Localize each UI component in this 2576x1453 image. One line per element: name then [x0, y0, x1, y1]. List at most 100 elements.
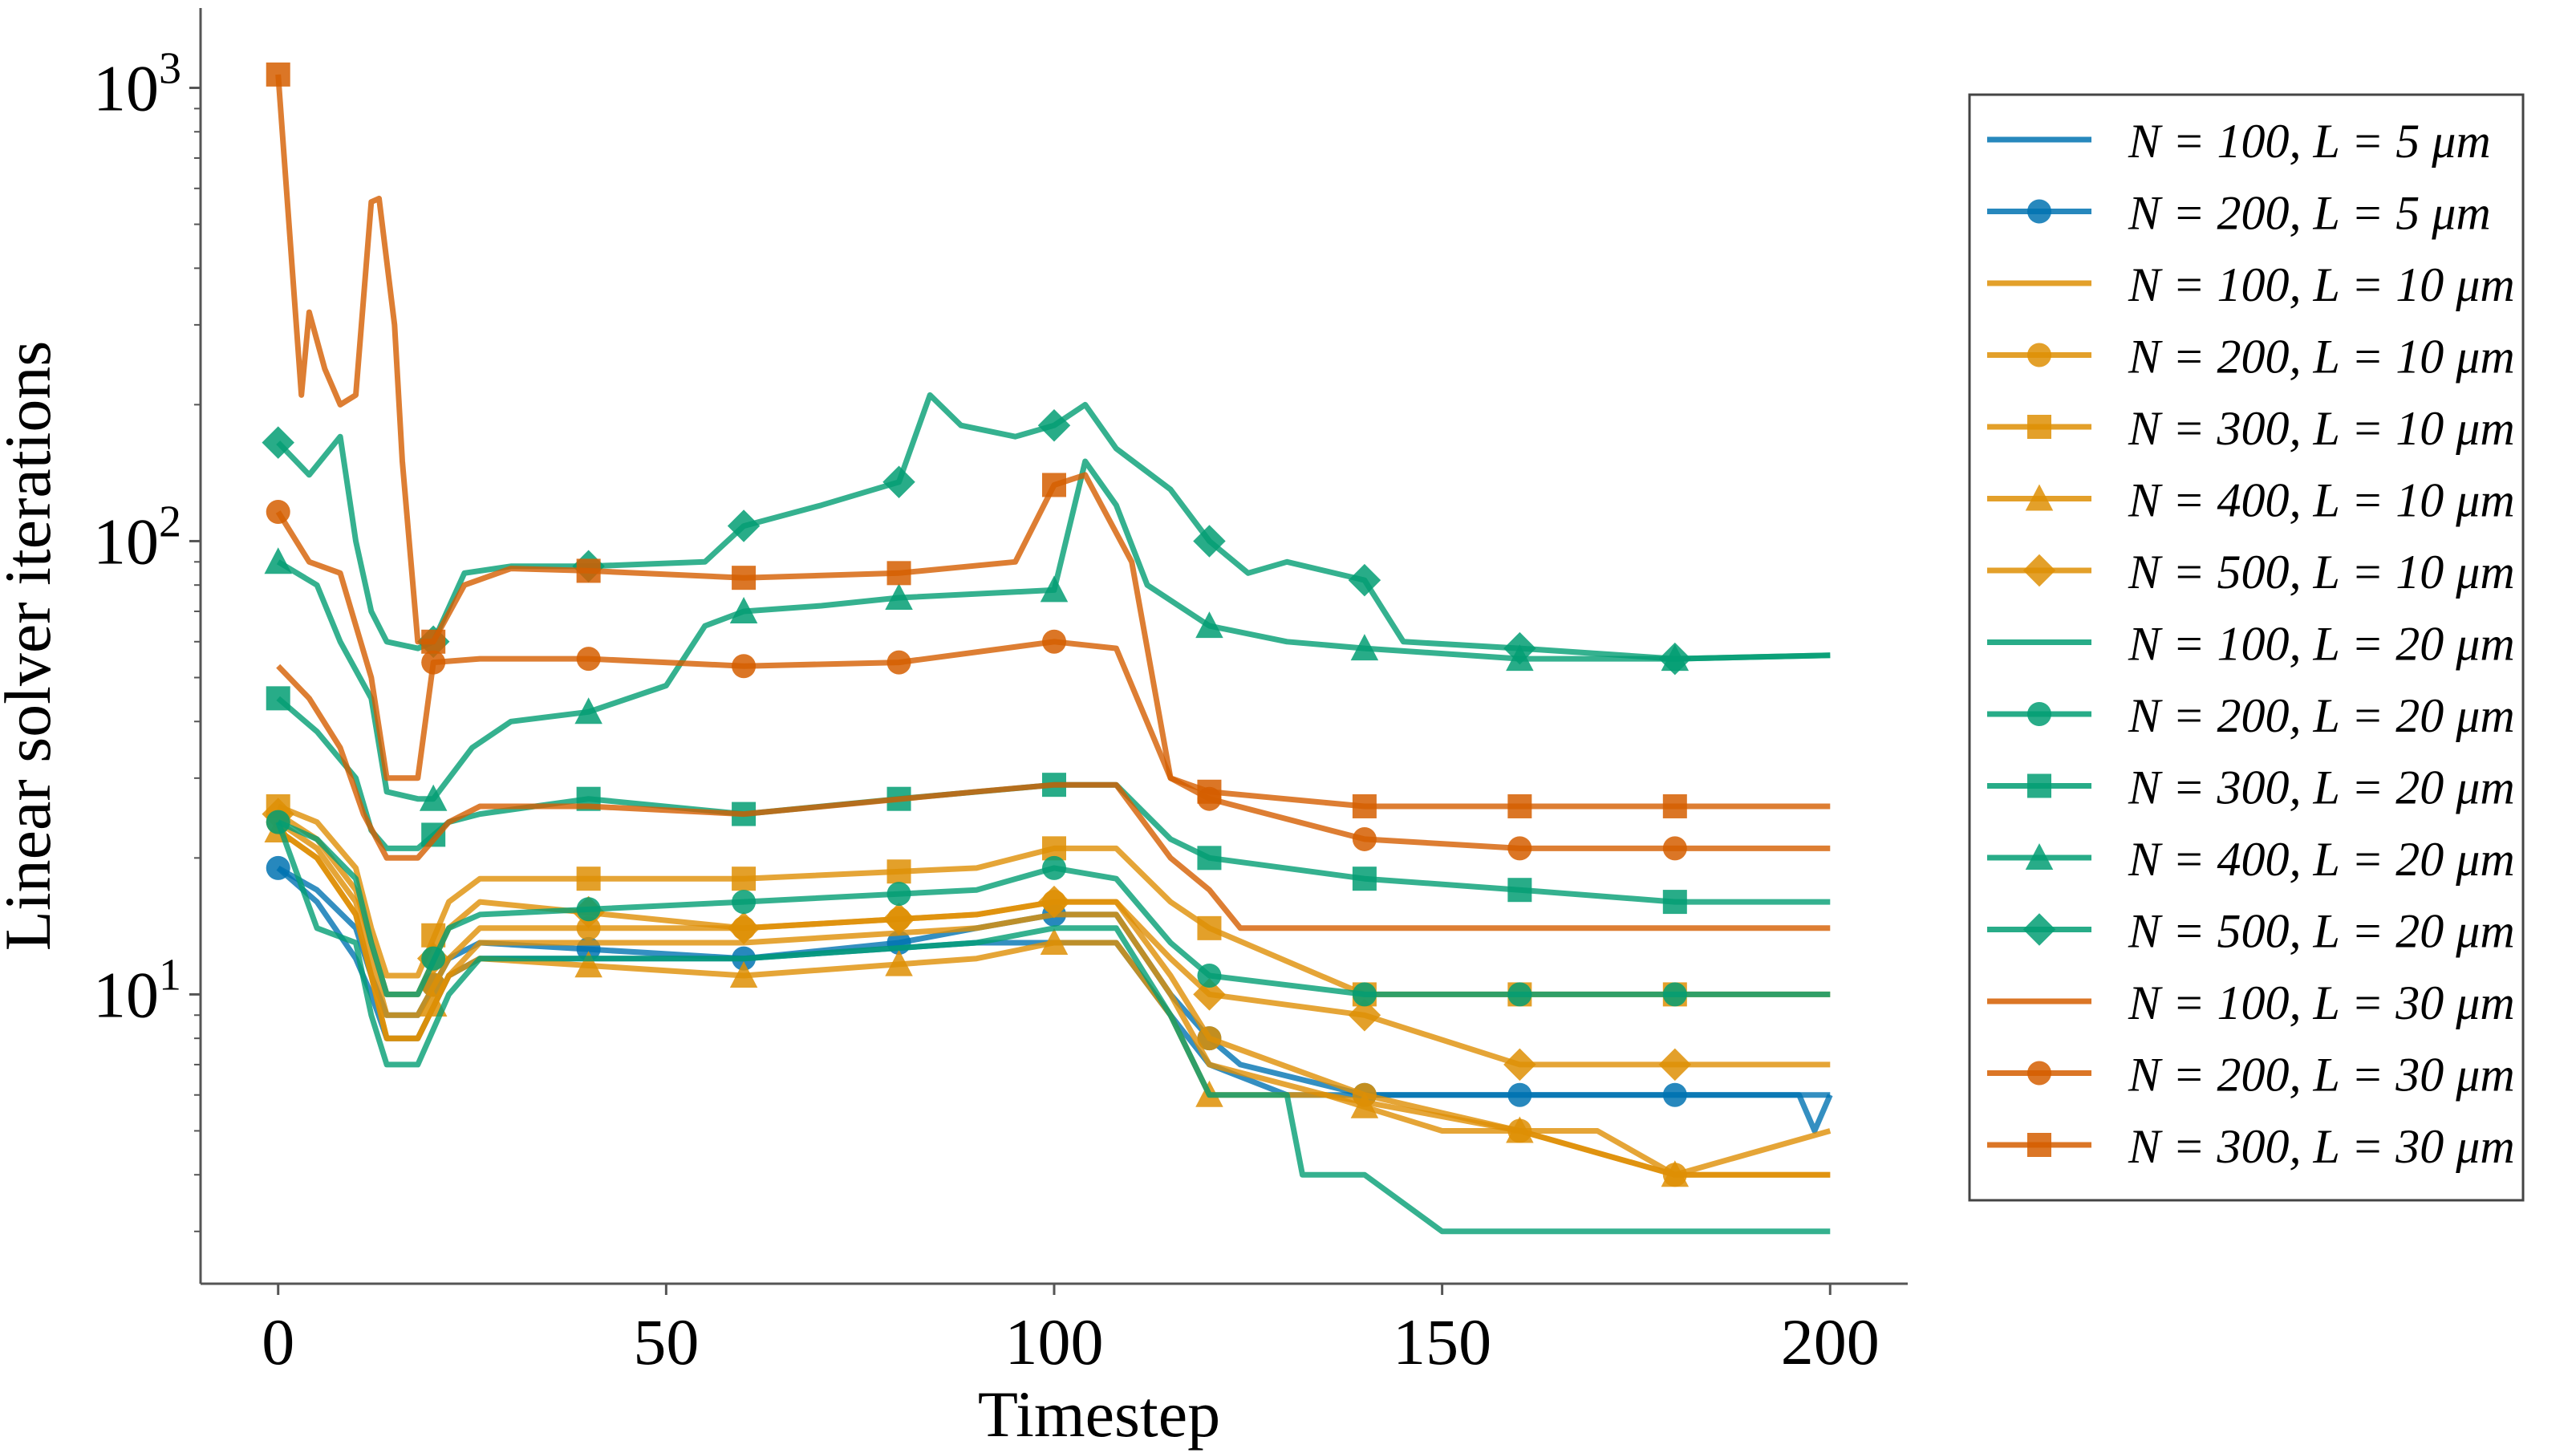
data-point [266, 810, 290, 834]
data-point [886, 650, 911, 675]
data-point [732, 867, 757, 891]
series-line [276, 392, 1831, 662]
x-tick-label: 100 [1005, 1305, 1104, 1378]
legend-item: N = 200, L = 10 μm [1987, 331, 2515, 384]
data-point [882, 903, 915, 936]
data-point [2027, 343, 2051, 367]
legend-label: N = 300, L = 10 μm [2128, 402, 2515, 455]
data-point [1042, 629, 1066, 654]
x-tick-label: 200 [1781, 1305, 1880, 1378]
legend-item: N = 200, L = 30 μm [1987, 1049, 2515, 1102]
data-point [1197, 846, 1222, 871]
series-line [277, 819, 1831, 997]
data-point [1661, 1160, 1690, 1187]
data-point [1352, 826, 1377, 851]
data-point [421, 629, 446, 654]
series-group [266, 500, 1831, 861]
series-group [276, 664, 1831, 931]
legend-item: N = 300, L = 20 μm [1987, 761, 2515, 814]
data-point [1503, 631, 1536, 665]
data-point [2027, 199, 2051, 224]
y-tick-label: 102 [93, 497, 181, 578]
data-point [576, 897, 601, 922]
data-point [1658, 1048, 1692, 1082]
legend-item: N = 200, L = 5 μm [1987, 187, 2491, 240]
legend-item: N = 100, L = 20 μm [1987, 618, 2515, 671]
data-point [1195, 611, 1223, 639]
data-point [1193, 525, 1226, 558]
data-point [1662, 793, 1687, 818]
data-point [2022, 554, 2056, 587]
data-point [1193, 978, 1226, 1011]
series-line [276, 664, 1831, 931]
data-point [1658, 642, 1692, 676]
data-point [1042, 855, 1066, 880]
data-point [421, 650, 446, 675]
legend-label: N = 400, L = 10 μm [2128, 474, 2515, 527]
data-point [574, 951, 602, 978]
legend-item: N = 500, L = 10 μm [1987, 546, 2515, 599]
data-point [266, 855, 290, 880]
x-tick-label: 150 [1393, 1305, 1491, 1378]
data-point [2027, 1133, 2051, 1157]
data-point [1040, 928, 1069, 956]
data-point [2027, 1061, 2051, 1086]
legend-label: N = 100, L = 10 μm [2128, 258, 2515, 311]
data-point [1197, 1026, 1222, 1051]
data-point [1352, 982, 1377, 1007]
data-point [2027, 415, 2051, 439]
data-point [419, 784, 448, 811]
data-point [1507, 878, 1532, 903]
series-group [266, 62, 1831, 818]
data-point [1352, 793, 1377, 818]
legend-label: N = 200, L = 10 μm [2128, 331, 2515, 384]
data-point [1506, 1116, 1534, 1143]
data-point [266, 686, 290, 711]
data-point [1348, 563, 1381, 597]
data-point [1662, 836, 1687, 861]
legend-label: N = 200, L = 20 μm [2128, 689, 2515, 742]
legend-item: N = 500, L = 20 μm [1987, 905, 2515, 958]
data-point [1197, 915, 1222, 940]
data-point [1037, 408, 1071, 442]
data-point [885, 583, 913, 611]
data-point [885, 949, 913, 976]
data-point [266, 62, 290, 87]
data-point [1507, 982, 1532, 1007]
data-point [729, 596, 758, 623]
data-point [576, 867, 601, 891]
data-point [2025, 843, 2054, 870]
data-point [882, 465, 915, 499]
data-point [1042, 473, 1066, 497]
legend-label: N = 200, L = 30 μm [2128, 1049, 2515, 1102]
series-line [275, 74, 1831, 810]
axes [189, 8, 1908, 1295]
data-point [1197, 964, 1222, 988]
legend-label: N = 300, L = 30 μm [2128, 1120, 2515, 1173]
legend-label: N = 100, L = 5 μm [2128, 115, 2491, 168]
data-point [727, 509, 761, 542]
data-point [574, 697, 602, 724]
series-group [266, 810, 1831, 1007]
y-tick-label: 101 [93, 950, 181, 1031]
legend-item: N = 100, L = 10 μm [1987, 258, 2515, 311]
series-group [275, 821, 1831, 1235]
legend-label: N = 100, L = 20 μm [2128, 618, 2515, 671]
legend: N = 100, L = 5 μm N = 200, L = 5 μm N = 10… [1968, 93, 2525, 1202]
series-line [275, 510, 1831, 851]
legend-label: N = 200, L = 5 μm [2128, 187, 2491, 240]
data-point [1507, 836, 1532, 861]
x-tick-label: 50 [633, 1305, 699, 1378]
data-point [1040, 575, 1069, 603]
data-point [1662, 890, 1687, 915]
legend-label: N = 500, L = 20 μm [2128, 905, 2515, 958]
series-group [276, 828, 1831, 1178]
data-point [266, 500, 290, 525]
legend-label: N = 300, L = 20 μm [2128, 761, 2515, 814]
legend-item: N = 400, L = 20 μm [1987, 833, 2515, 886]
data-point [1507, 793, 1532, 818]
data-point [262, 426, 294, 459]
data-point [1507, 1082, 1532, 1107]
data-point [2027, 773, 2051, 798]
